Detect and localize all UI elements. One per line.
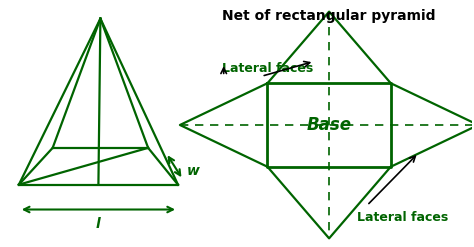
Text: w: w bbox=[186, 164, 199, 178]
Text: Lateral faces: Lateral faces bbox=[222, 62, 313, 75]
Text: Base: Base bbox=[307, 116, 352, 134]
Text: Net of rectangular pyramid: Net of rectangular pyramid bbox=[222, 9, 436, 23]
Text: l: l bbox=[96, 217, 101, 231]
Text: Lateral faces: Lateral faces bbox=[357, 211, 448, 224]
